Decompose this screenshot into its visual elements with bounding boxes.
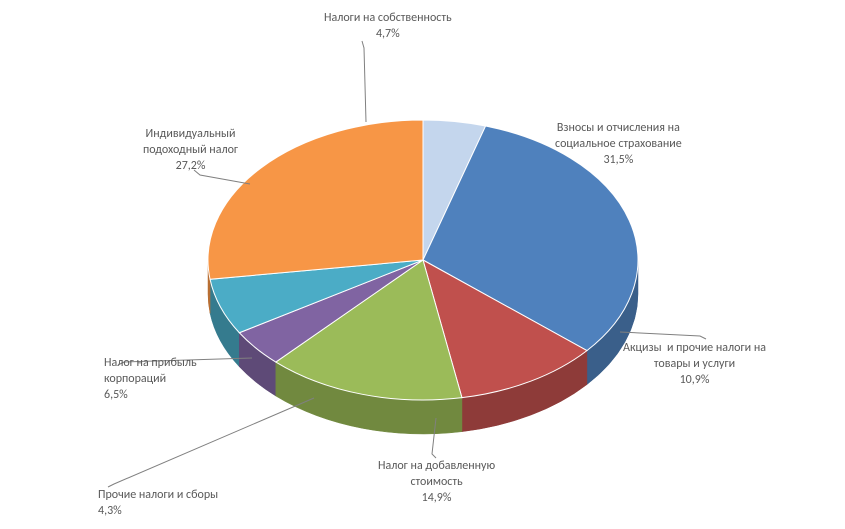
slice-label-text: Налог на добавленную стоимость [378,459,495,489]
slice-label-value: 10,9% [680,373,710,387]
slice-label-value: 14,9% [422,491,452,505]
slice-label-vat: Налог на добавленную стоимость 14,9% [378,458,495,507]
slice-label-property_tax: Налоги на собственность 4,7% [324,10,452,42]
pie-chart-3d: Налоги на собственность 4,7% Взносы и отчи… [0,0,845,529]
slice-label-excise: Акцизы и прочие налоги на товары и услуг… [623,340,766,389]
slice-top-individual_income_tax [208,120,423,279]
slice-label-value: 31,5% [603,153,633,167]
slice-label-corp_profit_tax: Налог на прибыль корпораций 6,5% [104,355,197,404]
pie-svg [0,0,845,529]
slice-label-text: Индивидуальный подоходный налог [143,127,238,157]
slice-label-text: Налоги на собственность [324,11,452,25]
slice-label-value: 4,7% [376,27,400,41]
slice-label-text: Акцизы и прочие налоги на товары и услуг… [623,341,766,371]
slice-label-individual_income_tax: Индивидуальный подоходный налог 27,2% [143,126,238,175]
slice-label-other_taxes: Прочие налоги и сборы 4,3% [98,487,218,519]
leader-property_tax [362,41,366,122]
leader-other_taxes [108,398,314,487]
slice-label-text: Налог на прибыль корпораций [104,356,197,386]
slice-label-text: Прочие налоги и сборы [98,488,218,502]
slice-label-social_insurance: Взносы и отчисления на социальное страхо… [555,120,682,169]
leader-excise [620,332,706,339]
slice-label-value: 4,3% [98,504,122,518]
slice-label-value: 27,2% [176,159,206,173]
slice-label-value: 6,5% [104,388,128,402]
slice-label-text: Взносы и отчисления на социальное страхо… [555,121,682,151]
